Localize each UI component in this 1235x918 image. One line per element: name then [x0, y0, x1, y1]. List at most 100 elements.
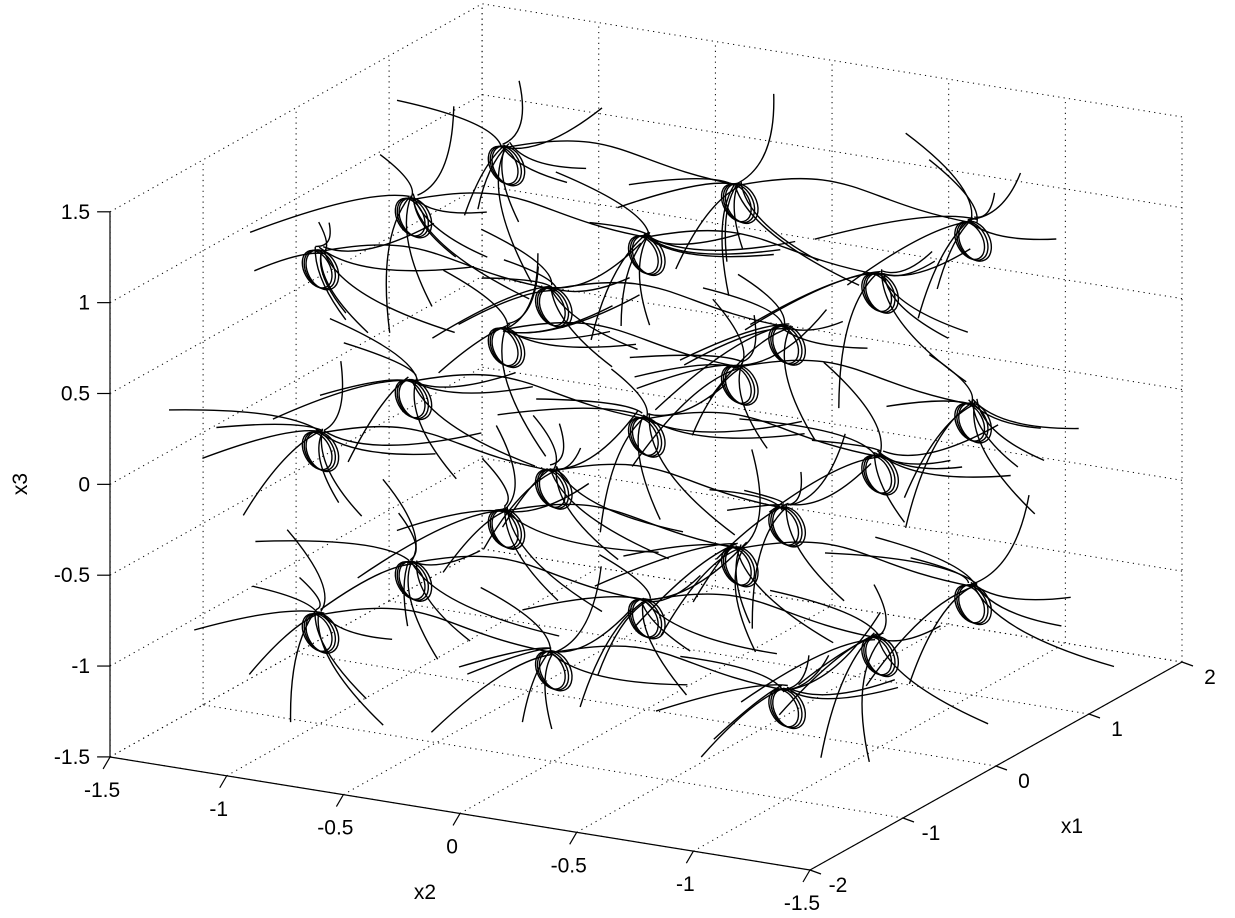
- trajectory: [438, 323, 511, 374]
- trajectory: [412, 193, 488, 258]
- trajectory: [642, 417, 803, 433]
- trajectory: [347, 376, 409, 463]
- attractor-loop: [489, 327, 523, 368]
- trajectory: [482, 469, 558, 550]
- trajectory: [629, 354, 742, 363]
- trajectory: [628, 178, 735, 187]
- attractor-loop: [631, 234, 666, 277]
- trajectory: [357, 510, 503, 579]
- connecting-trajectory: [738, 359, 973, 406]
- tick-label: -1: [71, 655, 90, 678]
- trajectory: [413, 197, 457, 258]
- x1-axis-label: x1: [1061, 815, 1083, 838]
- attractor-loop: [770, 688, 803, 729]
- trajectory: [317, 612, 384, 726]
- attractor-loop: [534, 650, 566, 690]
- trajectory: [557, 608, 633, 653]
- trajectory: [320, 563, 414, 611]
- trajectory: [396, 99, 502, 147]
- trajectory: [550, 652, 688, 686]
- trajectory: [908, 587, 971, 685]
- trajectory: [917, 216, 973, 319]
- tick-mark: [685, 850, 694, 864]
- trajectory: [329, 317, 419, 381]
- trajectory: [642, 414, 805, 439]
- attractor-loop: [863, 272, 896, 313]
- tick-mark: [902, 817, 915, 823]
- trajectory: [509, 141, 587, 170]
- trajectory: [638, 231, 651, 326]
- trajectory: [675, 185, 741, 270]
- attractor-loop: [301, 249, 333, 289]
- attractor-loop: [536, 650, 570, 691]
- trajectory: [782, 654, 830, 691]
- attractor-loop: [303, 612, 337, 653]
- trajectory: [786, 679, 896, 696]
- trajectory: [971, 399, 1019, 468]
- attractor-loop: [865, 454, 900, 496]
- attractor-loop: [538, 468, 573, 510]
- trajectory: [877, 639, 989, 725]
- tick-label: 1: [78, 292, 90, 315]
- x3-axis-label: x3: [9, 473, 32, 495]
- trajectory: [502, 507, 659, 553]
- attractor-loop: [538, 286, 573, 329]
- trajectory: [323, 430, 482, 446]
- trajectory: [501, 148, 520, 223]
- trajectory: [202, 430, 319, 459]
- attractor-loop: [305, 430, 340, 473]
- trajectory: [734, 547, 757, 653]
- trajectory: [873, 584, 887, 638]
- trajectory: [620, 234, 650, 327]
- tick-mark: [809, 869, 822, 875]
- trajectory: [874, 452, 951, 465]
- tick-label: 1: [1111, 718, 1123, 741]
- tick-mark: [569, 831, 578, 845]
- trajectory: [883, 273, 949, 339]
- trajectory: [412, 198, 530, 300]
- trajectory: [623, 543, 742, 557]
- tick-label: -1.5: [54, 746, 90, 769]
- trajectory: [741, 449, 761, 548]
- trajectory: [458, 289, 558, 326]
- trajectory: [598, 553, 652, 599]
- trajectory: [928, 354, 974, 403]
- grid-back-x3: [109, 548, 483, 758]
- trajectory: [637, 418, 661, 520]
- trajectory: [594, 543, 737, 587]
- trajectory: [318, 246, 475, 272]
- trajectory: [882, 424, 999, 457]
- trajectory: [700, 687, 785, 758]
- tick-label: -1: [676, 873, 695, 896]
- trajectory: [936, 219, 972, 290]
- trajectory: [432, 285, 550, 339]
- trajectory: [738, 362, 768, 449]
- tick-label: 0.5: [61, 383, 90, 406]
- trajectory: [502, 146, 568, 184]
- connecting-trajectory: [319, 607, 554, 654]
- trajectory: [751, 508, 785, 629]
- trajectory: [504, 505, 559, 602]
- connecting-trajectory: [505, 321, 740, 368]
- attractor-loop: [489, 145, 523, 186]
- attractor-loop: [491, 145, 526, 187]
- attractor-loop: [534, 287, 566, 327]
- trajectory: [590, 231, 650, 341]
- trajectory: [442, 510, 506, 573]
- trajectory: [617, 182, 737, 209]
- attractor-loop: [394, 561, 426, 600]
- attractor-loop: [863, 454, 896, 495]
- trajectory: [521, 649, 552, 723]
- trajectory: [976, 398, 1045, 462]
- trajectory: [416, 199, 487, 214]
- attractor-loop: [536, 287, 570, 328]
- trajectory: [319, 252, 347, 314]
- trajectory: [973, 192, 996, 219]
- trajectory: [735, 545, 834, 644]
- attractor-loop: [491, 326, 526, 369]
- attractor-loop: [303, 431, 337, 472]
- trajectory: [969, 494, 1030, 586]
- trajectory: [497, 407, 651, 420]
- tick-label: 2: [1204, 666, 1216, 689]
- trajectory: [787, 463, 872, 506]
